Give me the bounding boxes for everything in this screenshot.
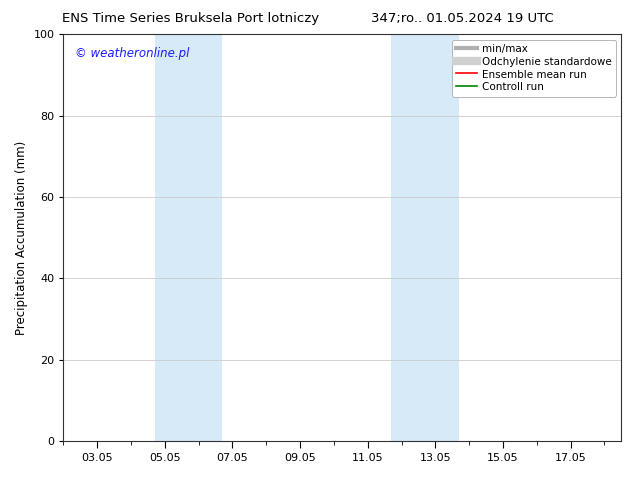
Text: ENS Time Series Bruksela Port lotniczy: ENS Time Series Bruksela Port lotniczy xyxy=(61,12,319,25)
Legend: min/max, Odchylenie standardowe, Ensemble mean run, Controll run: min/max, Odchylenie standardowe, Ensembl… xyxy=(452,40,616,97)
Y-axis label: Precipitation Accumulation (mm): Precipitation Accumulation (mm) xyxy=(15,141,28,335)
Bar xyxy=(391,34,459,441)
Text: 347;ro.. 01.05.2024 19 UTC: 347;ro.. 01.05.2024 19 UTC xyxy=(372,12,554,25)
Bar xyxy=(155,34,223,441)
Text: © weatheronline.pl: © weatheronline.pl xyxy=(75,47,189,59)
